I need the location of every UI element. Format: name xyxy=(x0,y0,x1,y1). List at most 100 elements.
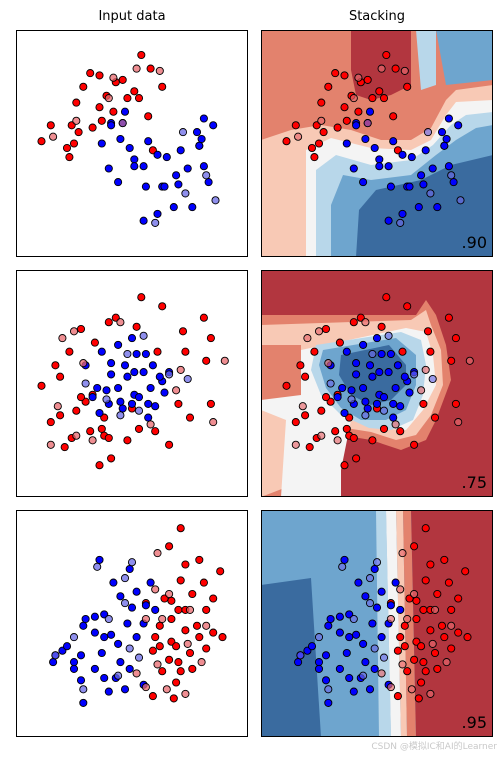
red-training-point xyxy=(291,418,300,427)
blue-training-point xyxy=(384,368,393,377)
decision-surface xyxy=(261,510,493,737)
red-test-point xyxy=(197,658,206,667)
red-training-point xyxy=(188,664,197,673)
blue-training-point xyxy=(125,664,134,673)
red-training-point xyxy=(451,399,460,408)
red-training-point xyxy=(410,655,419,664)
red-test-point xyxy=(391,420,400,429)
blue-test-point xyxy=(120,574,130,583)
red-test-point xyxy=(72,116,81,125)
blue-training-point xyxy=(141,349,150,359)
blue-training-point xyxy=(144,137,153,146)
red-test-point xyxy=(377,669,386,678)
red-training-point xyxy=(167,596,176,605)
blue-test-point xyxy=(69,633,79,642)
red-training-point xyxy=(444,313,453,322)
blue-training-point xyxy=(433,203,442,212)
red-training-point xyxy=(185,413,195,422)
plot-frame xyxy=(261,270,493,497)
blue-training-point xyxy=(352,370,361,379)
blue-training-point xyxy=(114,383,123,393)
blue-training-point xyxy=(148,361,157,370)
decision-surface xyxy=(261,30,493,257)
red-training-point xyxy=(153,347,162,356)
blue-training-point xyxy=(116,397,125,406)
blue-training-point xyxy=(139,162,148,171)
input-data-plot-row-2 xyxy=(16,270,248,497)
blue-training-point xyxy=(324,698,333,707)
red-training-point xyxy=(202,356,211,365)
blue-training-point xyxy=(419,180,428,189)
red-training-point xyxy=(382,293,391,302)
red-training-point xyxy=(72,406,81,415)
blue-training-point xyxy=(155,372,164,381)
red-training-point xyxy=(174,658,183,667)
decision-region xyxy=(436,30,493,85)
red-test-point xyxy=(49,132,58,141)
red-training-point xyxy=(342,424,351,433)
blue-training-point xyxy=(444,114,453,123)
red-training-point xyxy=(444,578,453,587)
blue-test-point xyxy=(139,331,148,340)
red-training-point xyxy=(95,103,104,112)
red-training-point xyxy=(319,128,328,137)
blue-training-point xyxy=(116,134,125,144)
blue-training-point xyxy=(363,404,372,413)
blue-training-point xyxy=(440,141,449,150)
decision-surface xyxy=(261,270,493,497)
blue-training-point xyxy=(209,121,218,130)
red-training-point xyxy=(454,594,463,603)
red-training-point xyxy=(151,427,160,436)
red-test-point xyxy=(442,658,451,667)
red-training-point xyxy=(158,667,167,676)
red-training-point xyxy=(375,87,384,96)
red-test-point xyxy=(165,589,174,599)
blue-training-point xyxy=(389,399,398,408)
blue-training-point xyxy=(398,209,407,218)
red-test-point xyxy=(69,327,79,336)
blue-test-point xyxy=(127,558,137,567)
red-test-point xyxy=(298,402,307,411)
column-title-input: Input data xyxy=(98,9,166,24)
red-training-point xyxy=(340,71,349,80)
blue-training-point xyxy=(349,164,358,173)
red-training-point xyxy=(324,82,333,91)
plot-frame xyxy=(16,510,248,737)
red-test-point xyxy=(410,589,419,599)
red-training-point xyxy=(305,443,314,452)
red-test-point xyxy=(153,549,162,558)
blue-test-point xyxy=(396,218,405,227)
red-training-point xyxy=(403,302,412,311)
blue-training-point xyxy=(393,361,402,370)
blue-training-point xyxy=(160,182,169,191)
red-training-point xyxy=(137,50,146,60)
red-training-point xyxy=(417,642,426,651)
red-training-point xyxy=(447,356,456,365)
red-training-point xyxy=(389,112,398,121)
red-training-point xyxy=(463,633,472,642)
blue-training-point xyxy=(93,383,102,393)
red-test-point xyxy=(349,94,358,103)
red-test-point xyxy=(398,660,407,669)
blue-training-point xyxy=(107,359,116,368)
blue-training-point xyxy=(294,658,303,667)
red-training-point xyxy=(335,338,344,347)
blue-training-point xyxy=(333,393,342,402)
red-training-point xyxy=(174,399,183,408)
red-training-point xyxy=(165,542,174,551)
blue-training-point xyxy=(130,155,139,164)
red-test-point xyxy=(400,66,409,75)
red-training-point xyxy=(195,555,204,564)
red-training-point xyxy=(72,98,81,107)
red-training-point xyxy=(218,633,227,642)
blue-training-point xyxy=(141,601,150,610)
red-training-point xyxy=(216,567,225,576)
red-training-point xyxy=(88,123,97,132)
blue-training-point xyxy=(372,334,382,343)
red-training-point xyxy=(209,594,218,603)
red-training-point xyxy=(209,628,218,637)
blue-training-point xyxy=(361,397,370,406)
red-training-point xyxy=(321,324,331,334)
red-training-point xyxy=(410,542,419,551)
red-training-point xyxy=(146,64,155,73)
